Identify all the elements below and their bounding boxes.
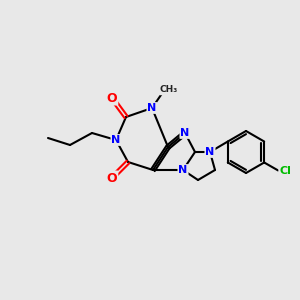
Text: N: N — [206, 147, 214, 157]
Text: N: N — [147, 103, 157, 113]
Text: Cl: Cl — [279, 166, 291, 176]
Text: O: O — [107, 172, 117, 184]
Text: N: N — [111, 135, 121, 145]
Text: N: N — [180, 128, 190, 138]
Text: O: O — [107, 92, 117, 104]
Text: CH₃: CH₃ — [160, 85, 178, 94]
Text: N: N — [178, 165, 188, 175]
